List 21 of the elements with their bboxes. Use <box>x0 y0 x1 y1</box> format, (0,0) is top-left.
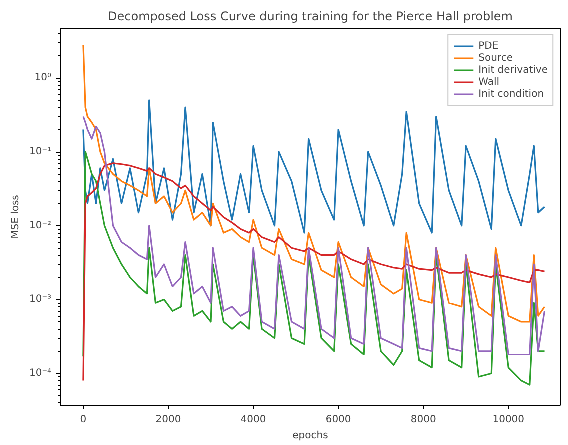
x-tick-label: 0 <box>80 414 87 426</box>
legend-label: Source <box>478 52 513 64</box>
x-tick-label: 4000 <box>240 414 266 426</box>
y-tick-label: 10⁻¹ <box>29 146 52 158</box>
line-series <box>82 116 546 356</box>
line-series <box>82 100 546 234</box>
legend-label: Init derivative <box>478 64 548 76</box>
chart-title: Decomposed Loss Curve during training for the Pierce Hall problem <box>108 10 513 24</box>
y-tick-label: 10⁰ <box>34 72 52 84</box>
x-tick-label: 6000 <box>326 414 352 426</box>
y-tick-label: 10⁻⁴ <box>29 368 52 380</box>
y-tick-label: 10⁻² <box>29 220 52 232</box>
y-axis-title: MSE loss <box>10 195 22 239</box>
legend-label: Wall <box>478 76 500 88</box>
x-axis-title: epochs <box>292 430 328 442</box>
x-tick-label: 2000 <box>156 414 182 426</box>
x-tick-label: 10000 <box>492 414 525 426</box>
legend-label: Init condition <box>478 88 544 100</box>
legend-label: PDE <box>478 40 499 52</box>
y-tick-label: 10⁻³ <box>29 294 52 306</box>
x-tick-label: 8000 <box>410 414 436 426</box>
